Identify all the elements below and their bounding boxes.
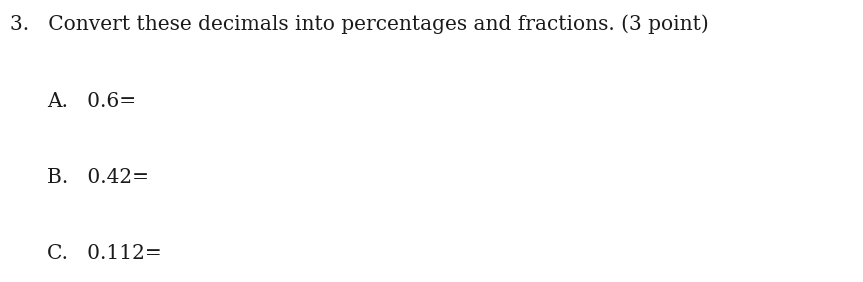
Text: A.   0.6=: A. 0.6= bbox=[47, 92, 136, 111]
Text: B.   0.42=: B. 0.42= bbox=[47, 168, 149, 187]
Text: C.   0.112=: C. 0.112= bbox=[47, 244, 162, 263]
Text: 3.   Convert these decimals into percentages and fractions. (3 point): 3. Convert these decimals into percentag… bbox=[10, 14, 709, 34]
